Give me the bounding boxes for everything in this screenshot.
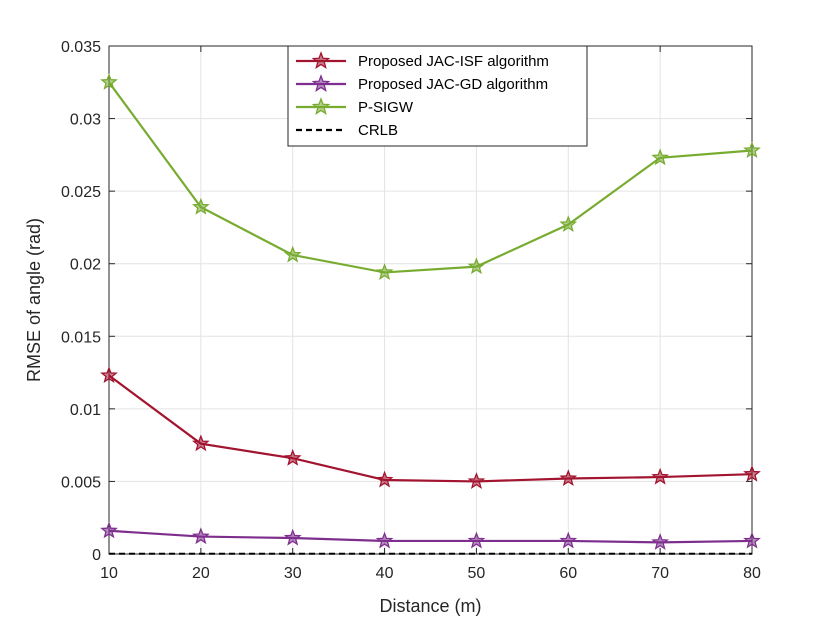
- y-tick-label: 0.035: [61, 39, 101, 56]
- data-point: [283, 528, 302, 546]
- data-point: [467, 531, 486, 549]
- legend-marker: [311, 74, 331, 92]
- x-tick-label: 10: [100, 565, 118, 582]
- y-axis-label: RMSE of angle (rad): [24, 218, 44, 382]
- x-tick-label: 30: [284, 565, 302, 582]
- data-point: [559, 215, 578, 233]
- data-point: [375, 531, 394, 549]
- x-tick-label: 40: [376, 565, 394, 582]
- legend-item: Proposed JAC-GD algorithm: [296, 74, 548, 93]
- x-tick-label: 70: [651, 565, 669, 582]
- data-point: [651, 533, 670, 550]
- y-tick-label: 0.02: [70, 257, 101, 274]
- data-point: [743, 141, 761, 159]
- data-point: [283, 245, 302, 263]
- axis-ticks: 10 20 30 40 50 60 70 80 0 0.005 0.01 0.015 0.02 0.025…: [61, 39, 761, 582]
- legend-label: P-SIGW: [358, 99, 414, 116]
- y-tick-label: 0.025: [61, 184, 101, 201]
- series-line: [108, 374, 753, 483]
- data-point: [467, 257, 486, 275]
- data-point: [191, 434, 210, 452]
- series-2: [100, 521, 761, 550]
- data-point: [651, 148, 670, 166]
- data-point: [100, 72, 118, 90]
- legend-marker: [311, 51, 331, 69]
- data-point: [559, 469, 578, 487]
- data-point: [283, 448, 302, 466]
- data-point: [375, 470, 394, 488]
- y-tick-label: 0: [92, 547, 101, 564]
- x-tick-label: 80: [743, 565, 761, 582]
- legend-marker: [311, 97, 331, 115]
- x-axis-label: Distance (m): [379, 596, 481, 616]
- x-tick-label: 50: [468, 565, 486, 582]
- series-3: [100, 72, 761, 280]
- legend-item: Proposed JAC-ISF algorithm: [296, 51, 549, 70]
- legend-item: CRLB: [296, 122, 398, 139]
- data-point: [100, 521, 118, 539]
- series-1: [100, 366, 761, 489]
- data-point: [191, 527, 210, 545]
- y-tick-label: 0.015: [61, 329, 101, 346]
- legend-label: Proposed JAC-ISF algorithm: [358, 53, 549, 70]
- x-tick-label: 20: [192, 565, 210, 582]
- y-tick-label: 0.01: [70, 402, 101, 419]
- series-line: [108, 81, 753, 274]
- data-point: [191, 197, 210, 215]
- legend-item: P-SIGW: [296, 97, 414, 116]
- data-point: [651, 467, 670, 485]
- series-line: [108, 529, 753, 544]
- data-point: [467, 472, 486, 489]
- legend-label: Proposed JAC-GD algorithm: [358, 76, 548, 93]
- data-point: [743, 531, 761, 549]
- data-point: [375, 263, 394, 280]
- data-point: [743, 464, 761, 482]
- data-point: [100, 366, 118, 384]
- data-point: [559, 531, 578, 549]
- y-tick-label: 0.03: [70, 112, 101, 129]
- legend-label: CRLB: [358, 122, 398, 139]
- x-tick-label: 60: [559, 565, 577, 582]
- legend: Proposed JAC-ISF algorithm Proposed JAC-G…: [287, 45, 588, 147]
- series-layer: [100, 72, 761, 555]
- y-tick-label: 0.005: [61, 474, 101, 491]
